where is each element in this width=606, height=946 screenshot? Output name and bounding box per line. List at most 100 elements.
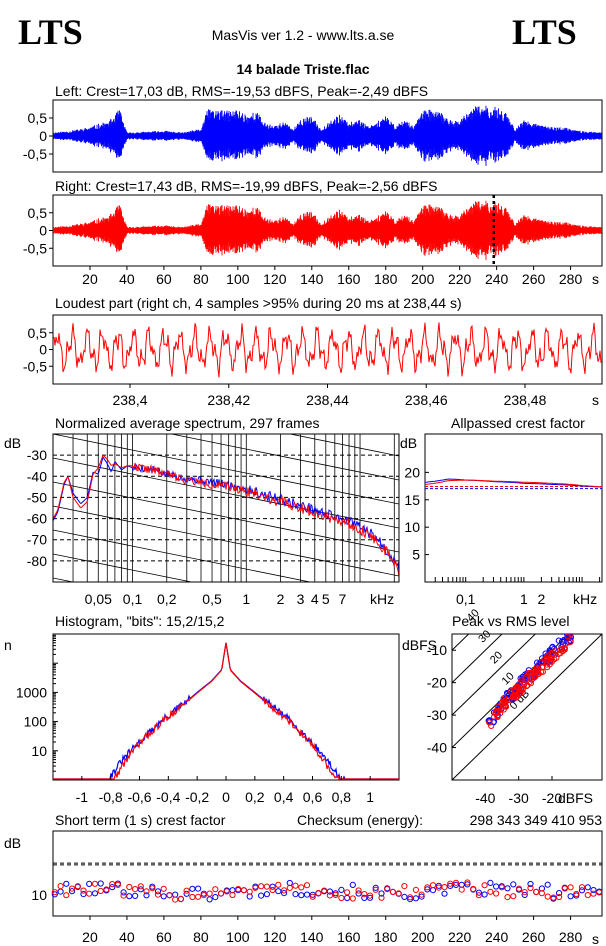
shortcrest-point bbox=[246, 888, 253, 895]
right-waveform-xtick-label: 120 bbox=[263, 271, 287, 287]
spectrum-xtick-label: 7 bbox=[339, 591, 347, 607]
shortcrest-point bbox=[103, 886, 110, 893]
shortcrest-point bbox=[160, 885, 167, 892]
shortcrest-point bbox=[550, 894, 557, 901]
shortcrest-point bbox=[206, 890, 213, 897]
shortcrest-point bbox=[429, 882, 437, 889]
histogram-xtick-label: 0,8 bbox=[332, 789, 352, 805]
shortcrest-point bbox=[91, 890, 99, 897]
spectrum-slope bbox=[53, 457, 399, 529]
shortcrest-title: Short term (1 s) crest factor bbox=[55, 812, 226, 828]
shortcrest-point bbox=[51, 891, 58, 898]
shortcrest-point bbox=[275, 888, 282, 895]
peakrms-series-right bbox=[486, 634, 574, 730]
shortcrest-point bbox=[510, 893, 517, 900]
peakrms-point bbox=[501, 703, 508, 710]
peakrms-crest-line bbox=[452, 634, 470, 651]
spectrum-grid bbox=[53, 434, 399, 744]
right-waveform-title: Right: Crest=17,43 dB, RMS=-19,99 dBFS, … bbox=[55, 178, 437, 194]
peakrms-ytick-label: -40 bbox=[427, 740, 447, 756]
shortcrest-point bbox=[366, 894, 374, 901]
shortcrest-point bbox=[97, 880, 104, 887]
shortcrest-point bbox=[154, 888, 162, 895]
peakrms-point bbox=[522, 673, 530, 681]
peakrms-point bbox=[534, 670, 541, 678]
spectrum-ytick-label: -30 bbox=[27, 447, 47, 463]
histogram-xtick-label: -0,8 bbox=[99, 789, 123, 805]
shortcrest-point bbox=[435, 882, 442, 889]
shortcrest-point bbox=[361, 894, 368, 902]
shortcrest-point bbox=[378, 894, 385, 901]
spectrum-slope bbox=[53, 505, 399, 577]
shortcrest-point bbox=[309, 891, 316, 898]
histogram-xtick-label: 0 bbox=[222, 789, 230, 805]
peakrms-crest-label: 30 bbox=[476, 628, 493, 645]
peakrms-point bbox=[539, 668, 547, 675]
logo-right: LTS bbox=[512, 12, 577, 52]
shortcrest-point bbox=[435, 884, 442, 891]
shortcrest-point bbox=[596, 889, 603, 896]
spectrum-title: Normalized average spectrum, 297 frames bbox=[55, 415, 320, 431]
shortcrest-point bbox=[584, 884, 591, 891]
shortcrest-point bbox=[510, 881, 517, 888]
shortcrest-point bbox=[57, 888, 64, 895]
shortcrest-point bbox=[493, 890, 500, 897]
shortcrest-point bbox=[447, 882, 454, 890]
peakrms-point bbox=[516, 690, 523, 697]
shortcrest-point bbox=[240, 887, 247, 894]
shortcrest-point bbox=[389, 888, 396, 896]
peakrms-ytick-label: -30 bbox=[427, 707, 447, 723]
right-waveform-xtick-label: 100 bbox=[226, 271, 250, 287]
shortcrest-point bbox=[223, 888, 230, 895]
shortcrest-point bbox=[258, 883, 265, 890]
shortcrest-point bbox=[567, 884, 574, 891]
loudest-xtick-label: 238,48 bbox=[504, 392, 547, 408]
peakrms-xlabel: dBFS bbox=[558, 790, 593, 806]
histogram-xtick-label: 0,6 bbox=[303, 789, 323, 805]
peakrms-crest-line bbox=[452, 634, 503, 684]
peakrms-ylabel: dBFS bbox=[402, 637, 437, 653]
right-waveform-xtick-label: 240 bbox=[485, 271, 509, 287]
spectrum-ytick-label: -40 bbox=[27, 468, 47, 484]
shortcrest-point bbox=[447, 880, 454, 887]
shortcrest-xtick-label: 260 bbox=[522, 929, 546, 945]
histogram-xtick-label: -0,6 bbox=[127, 789, 151, 805]
left-waveform-ytick-label: 0 bbox=[39, 128, 47, 144]
shortcrest-series-right bbox=[51, 879, 603, 903]
peakrms-point bbox=[534, 667, 541, 674]
shortcrest-xtick-label: 180 bbox=[374, 929, 398, 945]
shortcrest-point bbox=[120, 892, 127, 899]
crest-xlabel: kHz bbox=[573, 591, 597, 607]
shortcrest-xtick-label: 200 bbox=[411, 929, 435, 945]
shortcrest-point bbox=[498, 884, 505, 891]
peakrms-xtick-label: -30 bbox=[509, 790, 529, 806]
app-title: MasVis ver 1.2 - www.lts.a.se bbox=[212, 27, 395, 43]
right-waveform-xtick-label: 20 bbox=[82, 271, 98, 287]
shortcrest-point bbox=[401, 883, 408, 890]
shortcrest-point bbox=[292, 882, 299, 889]
peakrms-point bbox=[496, 707, 503, 714]
checksum-value: 298 343 349 410 953 bbox=[470, 812, 603, 828]
spectrum-slope bbox=[169, 434, 399, 481]
loudest-xtick-label: 238,46 bbox=[405, 392, 448, 408]
shortcrest-frame bbox=[52, 830, 603, 917]
shortcrest-point bbox=[538, 890, 546, 897]
shortcrest-point bbox=[441, 884, 448, 891]
spectrum-xlabel: kHz bbox=[370, 591, 394, 607]
peakrms-point bbox=[543, 654, 550, 661]
shortcrest-xtick-label: 280 bbox=[559, 929, 583, 945]
loudest-frame bbox=[52, 314, 603, 385]
spectrum-slope bbox=[53, 434, 399, 505]
spectrum-slope bbox=[53, 674, 399, 744]
histogram-title: Histogram, "bits": 15,2/15,2 bbox=[55, 613, 225, 629]
shortcrest-point bbox=[493, 883, 500, 890]
peakrms-crest-label: 10 bbox=[500, 670, 517, 687]
spectrum-ytick-label: -50 bbox=[27, 489, 47, 505]
shortcrest-point bbox=[538, 885, 546, 892]
shortcrest-point bbox=[481, 891, 488, 898]
shortcrest-point bbox=[470, 885, 477, 893]
peakrms-point bbox=[491, 713, 498, 721]
crest-xtick-label: 2 bbox=[537, 591, 545, 607]
shortcrest-point bbox=[177, 896, 184, 903]
shortcrest-point bbox=[475, 889, 482, 896]
